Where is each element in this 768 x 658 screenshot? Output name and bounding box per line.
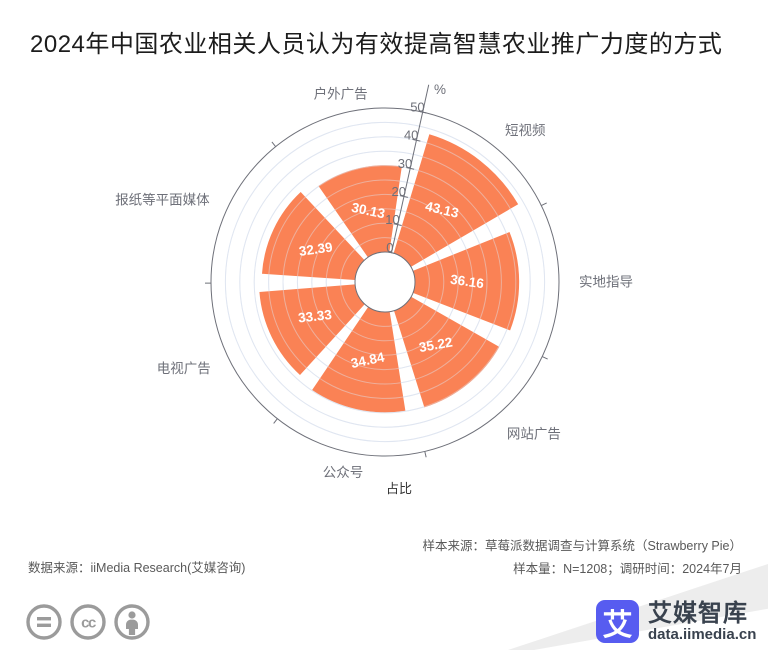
category-label-1: 短视频 [505,123,546,138]
polar-grid-overlay-circle [239,136,531,428]
radial-axis-tick [418,110,427,114]
sector-value-label: 35.22 [418,334,454,355]
legend-item[interactable]: 占比 [353,478,412,497]
polar-grid-overlay-circle [340,237,430,327]
polar-grid-overlay-circle [282,179,488,385]
brand-logo-block[interactable]: 艾 艾媒智库 data.iimedia.cn [596,600,756,643]
chart-sector-7[interactable] [318,165,402,258]
chart-sector-3[interactable] [393,296,500,408]
license-icons: cc [24,602,152,642]
chart-sector-4[interactable] [312,306,406,413]
angle-axis-tick [271,141,277,147]
sector-value-label: 30.13 [350,200,387,222]
aimedia-logo-icon: 艾 [596,600,639,643]
radial-axis-unit-label: % [434,82,446,97]
radial-axis-tick [406,167,415,170]
chart-sector-5[interactable] [259,284,365,375]
radial-axis-tick [412,138,421,142]
category-label-7: 户外广告 [314,86,368,102]
polar-grid-overlay-circle [311,208,459,356]
sector-value-label: 36.16 [449,272,485,292]
polar-grid-overlay-circle [325,222,445,342]
attribution-person-icon[interactable] [112,602,152,642]
inner-circle [354,251,416,313]
polar-grid-overlay-circle [224,121,546,443]
radial-axis-label: 20 [391,184,405,199]
legend-label: 占比 [386,481,413,496]
radial-axis-tick [399,195,408,198]
polar-grid-circle [239,136,531,428]
radial-axis-label: 30 [398,156,412,171]
equals-license-icon[interactable] [24,602,64,642]
sample-source-text: 样本来源：草莓派数据调查与计算系统（Strawberry Pie） [422,539,742,553]
creative-commons-icon[interactable]: cc [68,602,108,642]
angle-axis-tick [424,451,427,458]
sector-value-label: 33.33 [297,307,333,326]
chart-sector-6[interactable] [261,192,365,280]
radial-axis-tick [393,223,402,226]
category-label-2: 实地指导 [579,274,633,289]
radial-axis-label: 40 [404,128,418,143]
polar-grid-overlay-circle [253,150,517,414]
category-label-6: 报纸等平面媒体 [115,191,210,207]
chart-title: 2024年中国农业相关人员认为有效提高智慧农业推广力度的方式 [30,31,723,58]
category-label-3: 网站广告 [507,426,561,441]
angle-axis-tick [542,356,548,360]
legend-swatch [353,481,378,495]
radial-axis-label: 50 [410,100,424,115]
angle-axis-circle [210,107,560,457]
angle-axis-tick [541,202,547,206]
polar-grid-circle [224,121,546,443]
brand-name: 艾媒智库 [648,599,748,627]
radial-axis-label: 10 [385,212,399,227]
category-label-5: 电视广告 [157,361,211,376]
radial-axis-label: 0 [386,240,393,255]
brand-url: data.iimedia.cn [648,625,757,643]
chart-sector-1[interactable] [393,134,519,267]
data-source-text: 数据来源：iiMedia Research(艾媒咨询) [28,561,246,575]
polar-grid-overlay-circle [268,165,502,399]
angle-axis-tick [273,418,278,424]
radial-axis-tick [387,251,396,255]
polar-rose-chart: 01020304050%43.1336.1635.2234.8433.3332.… [115,82,633,480]
sample-info-block: 样本来源：草莓派数据调查与计算系统（Strawberry Pie） 样本量：N=… [423,535,742,581]
svg-text:cc: cc [81,615,96,632]
polar-grid-overlay-circle [296,193,474,371]
sample-size-text: 样本量：N=1208；调研时间：2024年7月 [513,562,742,576]
sector-value-label: 34.84 [350,349,387,371]
chart-sector-2[interactable] [412,232,520,331]
sector-value-label: 32.39 [298,239,334,259]
brand-text: 艾媒智库 data.iimedia.cn [648,601,756,643]
category-label-4: 公众号 [323,465,364,480]
